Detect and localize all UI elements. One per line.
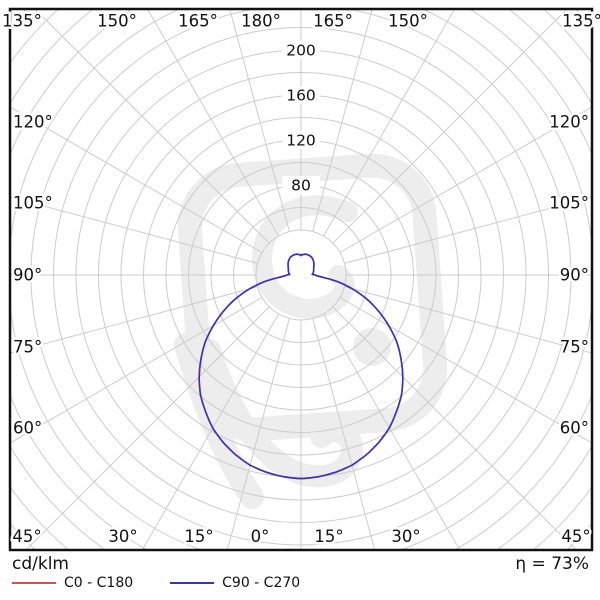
angle-label-bottom: 45° [12,527,41,546]
angle-label-bottom: 30° [391,527,420,546]
legend-label-c90-c270: C90 - C270 [222,575,301,591]
legend-item-c0-c180: C0 - C180 [12,575,133,591]
grid-radial-line [142,313,279,549]
radial-label-backing [282,131,320,149]
angle-label-bottom: 15° [184,527,213,546]
legend-item-c90-c270: C90 - C270 [170,575,300,591]
angle-label-right: 60° [560,419,589,438]
angle-label-top: 165° [178,12,218,31]
radial-label-backing [282,41,320,59]
grid-radial-line [26,306,270,549]
grid-radial-line [339,297,591,444]
radial-value-label: 200 [286,42,316,60]
angle-label-top: 180° [241,12,281,31]
radial-value-label: 120 [286,132,316,150]
efficiency-label: η = 73% [515,554,589,574]
grid-radial-line [323,10,455,237]
angle-label-left: 120° [13,113,53,132]
unit-label: cd/klm [12,554,69,574]
grid-radial-line [229,10,290,232]
angle-label-top: 135° [2,12,42,31]
plot-area [11,10,591,549]
angle-label-top: 135° [562,12,600,31]
angle-label-right: 90° [560,266,589,285]
grid-radial-line [147,10,279,237]
grid-radial-line [227,318,290,549]
grid-radial-line [11,106,263,253]
angle-label-left: 105° [13,194,53,213]
angle-label-left: 60° [13,419,42,438]
plot-border [8,7,594,552]
angle-label-left: 90° [13,266,42,285]
angle-label-top: 150° [97,12,137,31]
radial-label-backing [282,176,320,194]
grid-radial-line [339,106,591,253]
polar-diagram: 135° 150° 165° 180° 165° 150° 135° 45° 30° 15° 0° 1… [2,7,600,552]
angle-label-bottom: 45° [561,527,590,546]
grid-radial-line [323,313,460,549]
grid-radial-line [11,297,263,444]
angle-label-bottom: 30° [108,527,137,546]
grid-radial-line [332,306,576,549]
grid-radial-line [344,196,591,264]
grid-radial-line [312,318,375,549]
angle-label-bottom: 15° [314,527,343,546]
intensity-curve-c90-c270 [198,253,404,480]
legend-label-c0-c180: C0 - C180 [64,575,134,591]
angle-label-right: 105° [549,194,589,213]
grid-radial-line [332,10,567,244]
angle-label-top: 165° [313,12,353,31]
angle-label-right: 75° [560,338,589,357]
angle-label-top: 150° [388,12,428,31]
grid-radial-line [11,286,258,354]
angle-label-bottom: 0° [251,527,270,546]
radial-value-label: 160 [286,87,316,105]
grid-radial-line [11,196,258,264]
legend-line-c0-c180 [12,582,56,584]
grid-radial-line [344,286,591,354]
grid-radial-line [35,10,270,244]
radial-label-backing [282,86,320,104]
angle-label-right: 120° [549,113,589,132]
watermark-logo-icon [174,153,448,509]
radial-value-label: 80 [291,177,311,195]
angle-label-left: 75° [13,338,42,357]
legend-line-c90-c270 [170,582,215,584]
grid-radial-line [312,10,373,232]
legend: C0 - C180 C90 - C270 [12,575,300,591]
